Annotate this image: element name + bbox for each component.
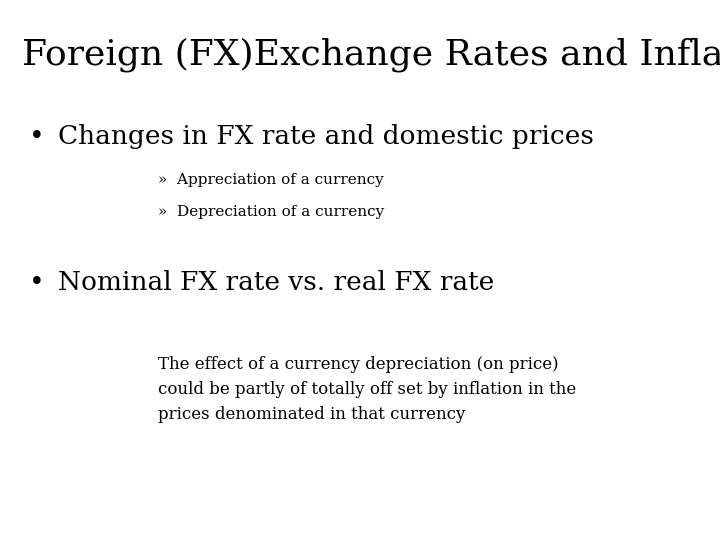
Text: Changes in FX rate and domestic prices: Changes in FX rate and domestic prices bbox=[58, 124, 593, 149]
Text: »  Appreciation of a currency: » Appreciation of a currency bbox=[158, 173, 384, 187]
Text: •: • bbox=[29, 124, 45, 149]
Text: The effect of a currency depreciation (on price)
could be partly of totally off : The effect of a currency depreciation (o… bbox=[158, 356, 577, 423]
Text: Foreign (FX)Exchange Rates and Inflation: Foreign (FX)Exchange Rates and Inflation bbox=[22, 38, 720, 72]
Text: Nominal FX rate vs. real FX rate: Nominal FX rate vs. real FX rate bbox=[58, 270, 494, 295]
Text: »  Depreciation of a currency: » Depreciation of a currency bbox=[158, 205, 384, 219]
Text: •: • bbox=[29, 270, 45, 295]
